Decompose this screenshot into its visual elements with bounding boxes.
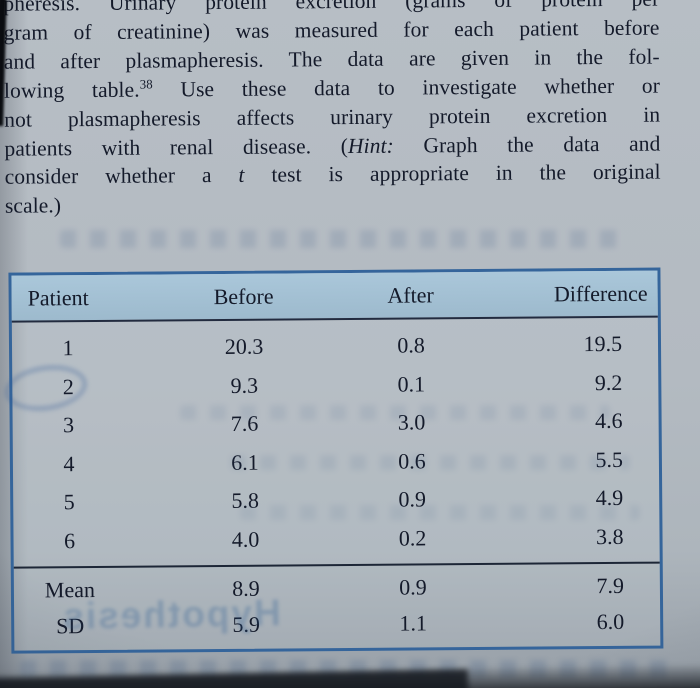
cell-after-sd: 1.1	[399, 610, 428, 636]
cell-before-sd: 5.9	[232, 611, 261, 637]
table-row-mean: Mean 8.9 0.9 7.9	[14, 568, 660, 609]
cell-before: 7.6	[230, 410, 259, 437]
cell-after: 0.6	[398, 448, 426, 474]
cell-after: 0.9	[398, 486, 427, 512]
table-row: 4 6.1 0.6 5.5	[13, 440, 659, 484]
cell-before-mean: 8.9	[232, 575, 260, 601]
cell-difference-sd: 6.0	[596, 608, 625, 635]
cell-difference: 4.9	[595, 485, 624, 511]
cell-before: 5.8	[231, 487, 260, 514]
cell-patient: 6	[63, 527, 76, 554]
table-body: 1 20.3 0.8 19.5 2 9.3 0.1 9.2 3 7.6 3.0 …	[12, 318, 660, 561]
table-header-row: Patient Before After Difference	[11, 270, 658, 323]
cell-before: 6.1	[231, 449, 259, 475]
problem-text: pheresis. Urinary protein excretion (gra…	[3, 0, 661, 221]
cell-mean-label: Mean	[44, 577, 96, 603]
data-table: Patient Before After Difference 1 20.3 0…	[8, 267, 664, 654]
text-segment: patients with renal disease. (	[4, 133, 349, 161]
cell-difference: 9.2	[594, 369, 623, 395]
cell-after-mean: 0.9	[399, 574, 427, 600]
cell-before: 20.3	[224, 333, 264, 360]
cell-patient: 5	[63, 489, 75, 515]
cell-before: 9.3	[230, 372, 259, 398]
table-row-sd: SD 5.9 1.1 6.0	[14, 604, 660, 645]
cell-difference: 4.6	[595, 408, 623, 434]
text-segment: Use these data to investigate whether or	[152, 73, 661, 102]
text-segment: Graph the data and	[393, 131, 661, 158]
text-line-5: not plasmapheresis affects urinary prote…	[4, 102, 661, 132]
cell-before: 4.0	[231, 526, 260, 552]
cell-patient: 2	[62, 373, 74, 400]
table-row: 1 20.3 0.8 19.5	[12, 325, 658, 369]
column-header-patient: Patient	[27, 284, 89, 311]
table-row: 6 4.0 0.2 3.8	[13, 517, 659, 561]
text-segment: consider whether a	[4, 163, 239, 190]
cell-difference: 19.5	[583, 331, 623, 357]
footnote-ref: 38	[139, 77, 153, 92]
cell-patient: 3	[63, 412, 75, 438]
column-header-difference: Difference	[553, 280, 648, 306]
cell-difference-mean: 7.9	[596, 572, 625, 599]
column-header-after: After	[387, 281, 434, 308]
cell-difference: 3.8	[595, 523, 624, 549]
cell-patient: 1	[62, 335, 74, 361]
text-line-8: scale.)	[4, 193, 62, 219]
table-row: 3 7.6 3.0 4.6	[12, 402, 658, 446]
cell-after: 0.8	[397, 332, 425, 358]
text-line-7: consider whether a t test is appropriate…	[5, 158, 661, 192]
cell-after: 0.2	[398, 525, 427, 551]
cell-after: 0.1	[397, 371, 426, 397]
hint-label: Hint:	[347, 133, 394, 158]
cell-after: 3.0	[397, 409, 426, 435]
table-row: 2 9.3 0.1 9.2	[12, 363, 658, 407]
text-segment: lowing table.	[3, 77, 140, 103]
text-segment: test is appropriate in the original	[244, 159, 661, 188]
text-line-4: lowing table.38 Use these data to invest…	[4, 71, 660, 105]
cell-difference: 5.5	[595, 446, 624, 472]
column-header-before: Before	[213, 283, 274, 309]
cell-sd-label: SD	[56, 613, 85, 639]
cell-patient: 4	[63, 450, 75, 477]
table-summary: Mean 8.9 0.9 7.9 SD 5.9 1.1 6.0	[14, 564, 661, 651]
table-row: 5 5.8 0.9 4.9	[13, 479, 659, 523]
